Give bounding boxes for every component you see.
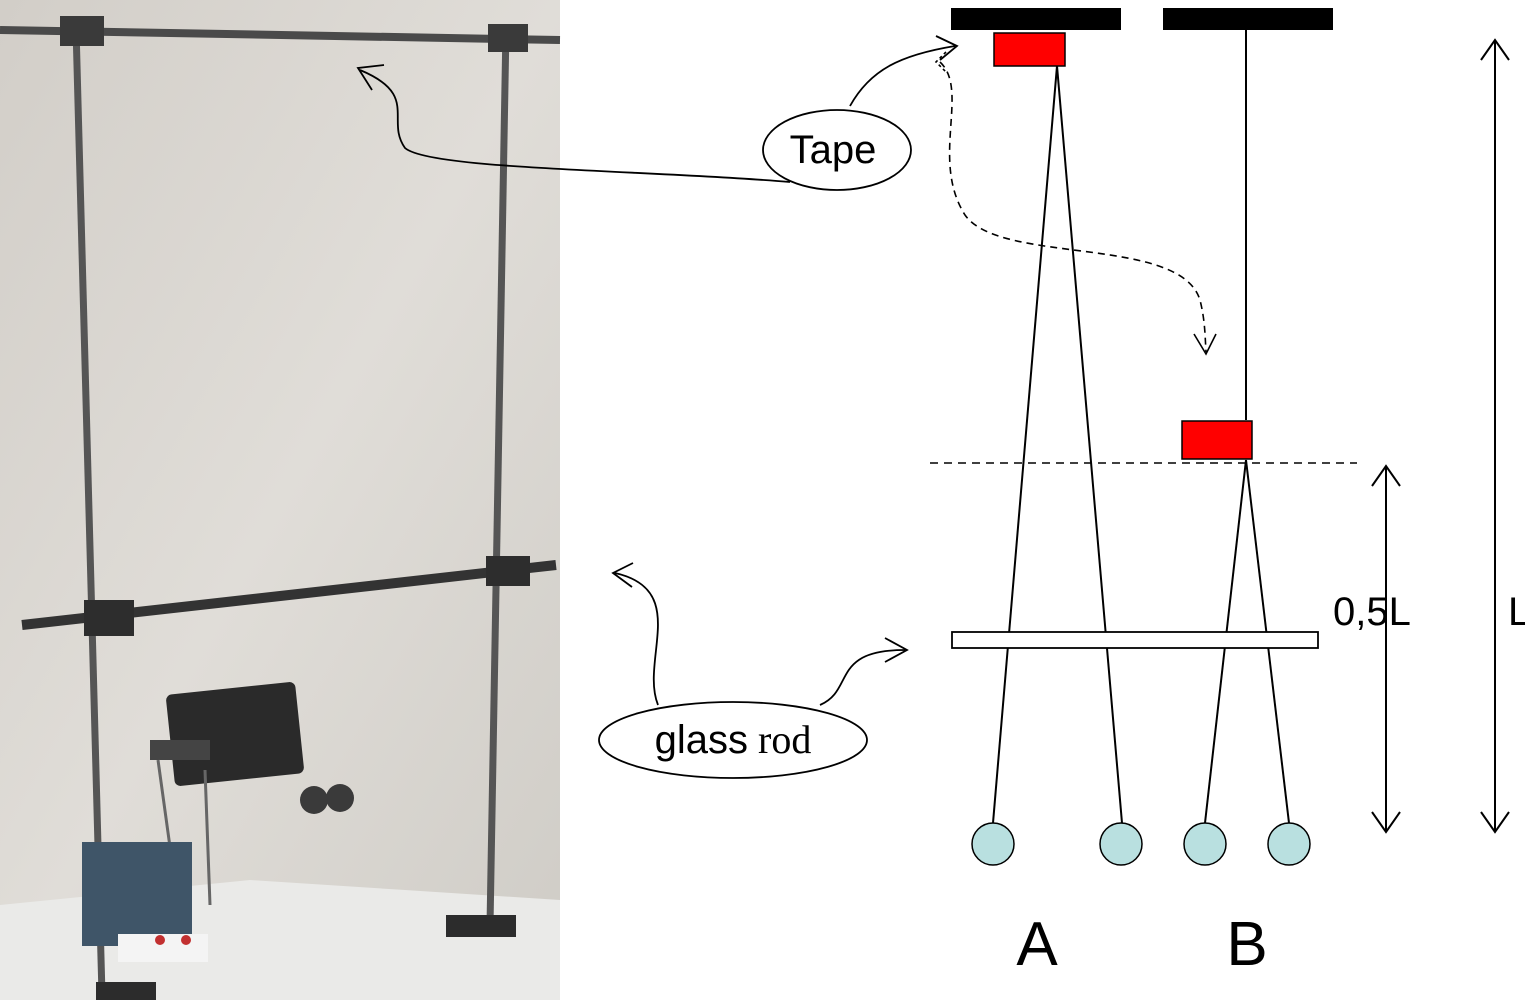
glass-rod-callout: glass rod bbox=[598, 562, 909, 779]
photo-device-mount bbox=[150, 740, 210, 760]
pendulum-a-label: A bbox=[1016, 910, 1058, 979]
full-length-arrow bbox=[1480, 38, 1510, 834]
ball-b-right bbox=[1267, 822, 1311, 866]
photo-power-box bbox=[82, 842, 192, 946]
photo-background bbox=[0, 0, 560, 1000]
photo-power-knob bbox=[155, 935, 165, 945]
tape-move-arrow bbox=[934, 51, 1217, 356]
glass-word: glass bbox=[655, 718, 748, 762]
half-length-label: 0,5L bbox=[1333, 590, 1411, 634]
photo-power-knob bbox=[181, 935, 191, 945]
photo-device-stand bbox=[203, 769, 212, 906]
full-length-label: L bbox=[1508, 590, 1525, 634]
photo-device bbox=[166, 682, 304, 786]
ceiling-bar-a bbox=[951, 8, 1121, 30]
pendulum-a bbox=[971, 65, 1143, 866]
string-a-right bbox=[1056, 65, 1123, 824]
tape-callout: Tape bbox=[356, 35, 959, 191]
string-a-left bbox=[992, 65, 1058, 824]
photo-foot bbox=[96, 982, 156, 1000]
glass-rod-label-oval bbox=[598, 701, 868, 779]
photo-clamp bbox=[60, 16, 104, 46]
curved-arrow-icon bbox=[611, 562, 634, 588]
glass-rod-label: glass rod bbox=[655, 717, 812, 762]
curved-arrow-icon bbox=[884, 637, 909, 663]
curved-arrow-icon bbox=[356, 64, 385, 91]
photo-ball bbox=[326, 784, 354, 812]
ball-a-left bbox=[971, 822, 1015, 866]
ceiling-supports bbox=[951, 8, 1333, 30]
pendulum-b-label: B bbox=[1226, 910, 1267, 979]
tape-pointer-to-photo bbox=[359, 69, 791, 183]
rod-word: rod bbox=[758, 717, 811, 762]
curved-arrow-icon bbox=[935, 35, 959, 61]
ball-b-left bbox=[1183, 822, 1227, 866]
apparatus-photo bbox=[0, 0, 561, 1000]
photo-clamp bbox=[486, 556, 530, 586]
glass-rod-pointer-to-photo bbox=[614, 572, 659, 706]
half-length-arrow bbox=[1371, 464, 1401, 834]
photo-foot bbox=[446, 915, 516, 937]
tape-pointer-to-diagram bbox=[849, 45, 956, 107]
tape-a bbox=[993, 32, 1066, 67]
photo-clamp bbox=[488, 24, 528, 52]
dashed-arrow-start-icon bbox=[934, 51, 947, 73]
glass-rod bbox=[951, 631, 1319, 649]
photo-upright-right bbox=[486, 27, 510, 926]
ball-a-right bbox=[1099, 822, 1143, 866]
tape-label-oval bbox=[762, 109, 912, 191]
tape-b bbox=[1181, 420, 1253, 460]
photo-ball bbox=[300, 786, 328, 814]
glass-rod-pointer-to-diagram bbox=[819, 649, 906, 706]
photo-clamp bbox=[84, 600, 134, 636]
tape-label: Tape bbox=[790, 128, 877, 172]
photo-upright-left bbox=[72, 27, 106, 996]
ceiling-bar-b bbox=[1163, 8, 1333, 30]
